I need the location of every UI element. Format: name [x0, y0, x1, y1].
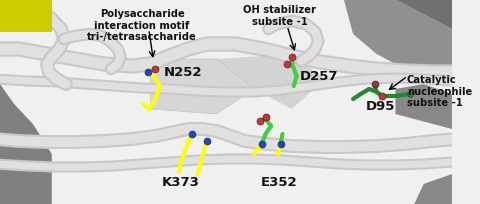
Polygon shape: [396, 85, 452, 129]
Text: E352: E352: [261, 176, 298, 188]
Text: D257: D257: [300, 70, 338, 83]
Text: Polysaccharide
interaction motif
tri-/tetrasaccharide: Polysaccharide interaction motif tri-/te…: [87, 9, 197, 42]
Polygon shape: [414, 174, 452, 204]
Polygon shape: [216, 55, 325, 110]
Text: D95: D95: [365, 100, 395, 113]
Text: K373: K373: [162, 176, 200, 188]
Polygon shape: [0, 85, 52, 204]
Polygon shape: [151, 60, 254, 114]
Text: N252: N252: [164, 66, 203, 79]
Polygon shape: [396, 0, 452, 30]
Text: Catalytic
nucleophile
subsite -1: Catalytic nucleophile subsite -1: [407, 75, 472, 108]
FancyBboxPatch shape: [0, 0, 52, 33]
Text: OH stabilizer
subsite -1: OH stabilizer subsite -1: [243, 5, 316, 27]
Polygon shape: [344, 0, 452, 85]
